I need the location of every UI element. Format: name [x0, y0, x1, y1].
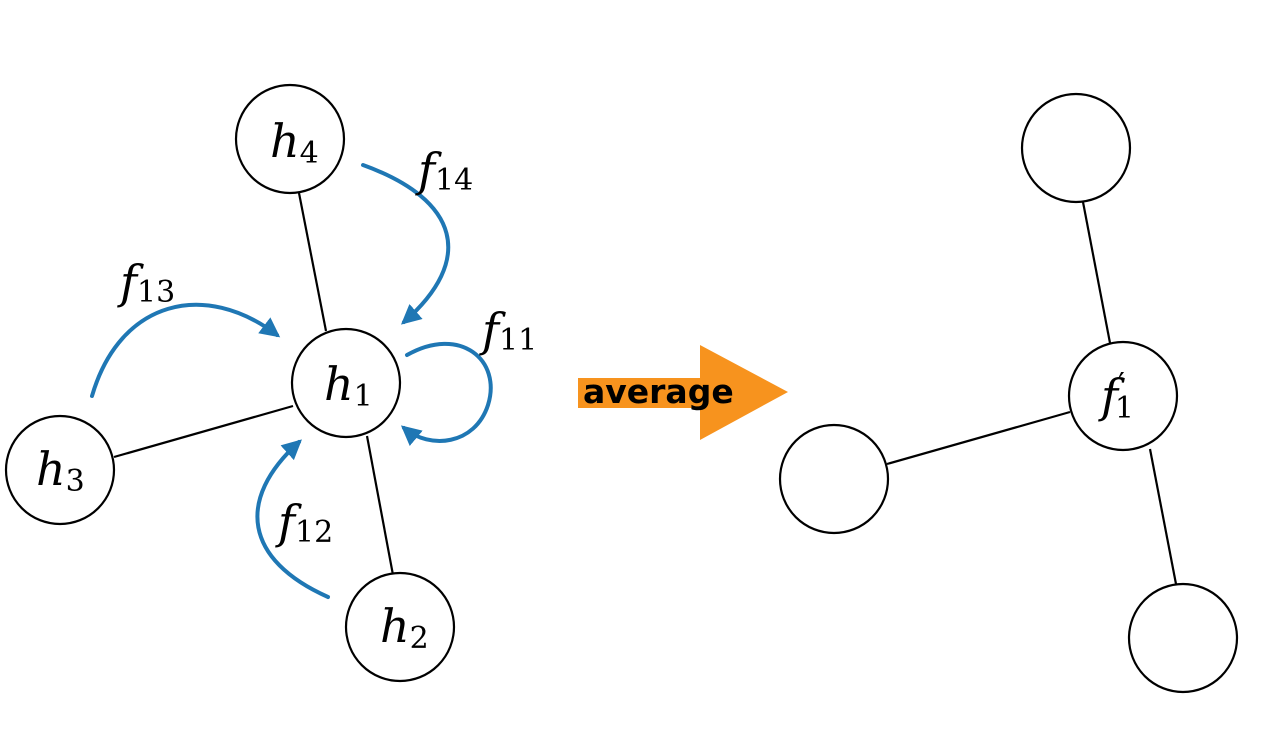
edge-h1-h4	[297, 192, 328, 332]
left-graph-edges	[113, 192, 395, 576]
node-h2: h2	[344, 571, 456, 683]
node-h1: h1	[290, 327, 402, 439]
label-f11: f11	[479, 303, 537, 358]
message-labels: f14 f13 f11 f12	[117, 143, 537, 550]
average-arrow-shape	[578, 345, 788, 440]
edge-h1-h3	[113, 404, 294, 459]
svg-text:f′1: f′ 1	[1098, 367, 1134, 426]
node-h4: h4	[234, 83, 346, 195]
svg-text:h1: h1	[324, 357, 373, 414]
edge-center-top	[1081, 201, 1112, 344]
node-h3: h3	[4, 414, 116, 526]
right-graph-edges	[886, 201, 1178, 585]
label-f14: f14	[415, 143, 473, 198]
node-right-bottom	[1127, 582, 1239, 694]
node-f1-prime: f′ 1	[1067, 340, 1179, 452]
edge-h1-h2	[365, 435, 395, 576]
node-right-top	[1020, 92, 1132, 204]
edge-center-left	[886, 410, 1071, 466]
node-right-left	[778, 423, 890, 535]
average-label: average	[583, 372, 734, 411]
svg-text:h3: h3	[36, 442, 85, 499]
svg-text:h2: h2	[380, 599, 429, 656]
average-operation-arrow: average	[578, 345, 788, 440]
flow-arrow-f14	[361, 163, 451, 325]
svg-text:h4: h4	[270, 114, 319, 171]
right-graph-nodes: f′ 1	[778, 92, 1239, 694]
flow-arrow-f13	[90, 302, 281, 398]
flow-arrow-f11	[400, 341, 493, 446]
label-f13: f13	[117, 255, 175, 310]
flow-arrow-f12	[255, 439, 330, 599]
edge-center-bottom	[1148, 448, 1178, 585]
label-f12: f12	[275, 495, 333, 550]
left-graph-nodes: h4 h1 h3 h2	[4, 83, 456, 683]
message-flow-arrows	[90, 163, 493, 599]
